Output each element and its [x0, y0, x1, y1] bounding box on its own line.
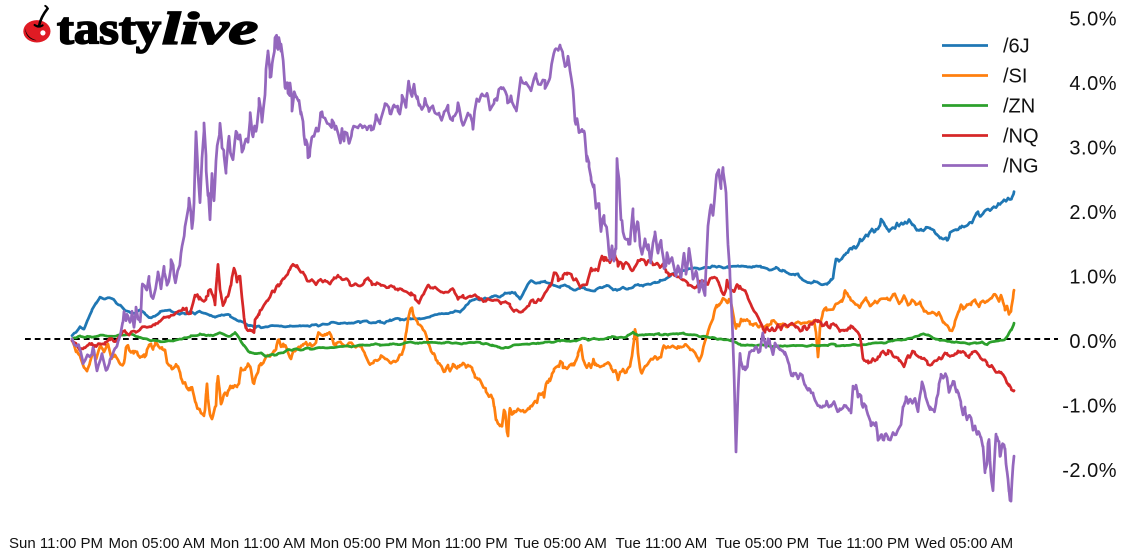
svg-text:Tue 11:00 AM: Tue 11:00 AM [616, 535, 708, 552]
svg-text:/ZN: /ZN [1003, 96, 1035, 118]
svg-text:1.0%: 1.0% [1069, 267, 1117, 289]
svg-text:Mon 11:00 PM: Mon 11:00 PM [411, 535, 507, 552]
svg-text:Mon 11:00 AM: Mon 11:00 AM [210, 535, 306, 552]
svg-text:Tue 05:00 AM: Tue 05:00 AM [514, 535, 607, 552]
svg-text:3.0%: 3.0% [1069, 137, 1117, 159]
svg-text:Mon 05:00 PM: Mon 05:00 PM [310, 535, 408, 552]
svg-text:Tue 05:00 PM: Tue 05:00 PM [715, 535, 809, 552]
svg-text:Tue 11:00 PM: Tue 11:00 PM [817, 535, 910, 552]
svg-text:-1.0%: -1.0% [1062, 396, 1117, 418]
svg-text:/SI: /SI [1003, 66, 1027, 88]
svg-text:2.0%: 2.0% [1069, 202, 1117, 224]
svg-text:Sun 11:00 PM: Sun 11:00 PM [9, 535, 103, 552]
svg-text:tasty: tasty [57, 4, 162, 54]
svg-text:live: live [162, 4, 258, 54]
svg-text:Mon 05:00 AM: Mon 05:00 AM [109, 535, 206, 552]
svg-text:/NG: /NG [1003, 156, 1039, 178]
svg-text:Wed 05:00 AM: Wed 05:00 AM [915, 535, 1013, 552]
svg-text:/6J: /6J [1003, 36, 1030, 58]
svg-text:4.0%: 4.0% [1069, 73, 1117, 95]
svg-text:/NQ: /NQ [1003, 126, 1039, 148]
svg-text:5.0%: 5.0% [1069, 8, 1117, 30]
svg-text:-2.0%: -2.0% [1062, 460, 1117, 482]
svg-text:0.0%: 0.0% [1069, 331, 1117, 353]
